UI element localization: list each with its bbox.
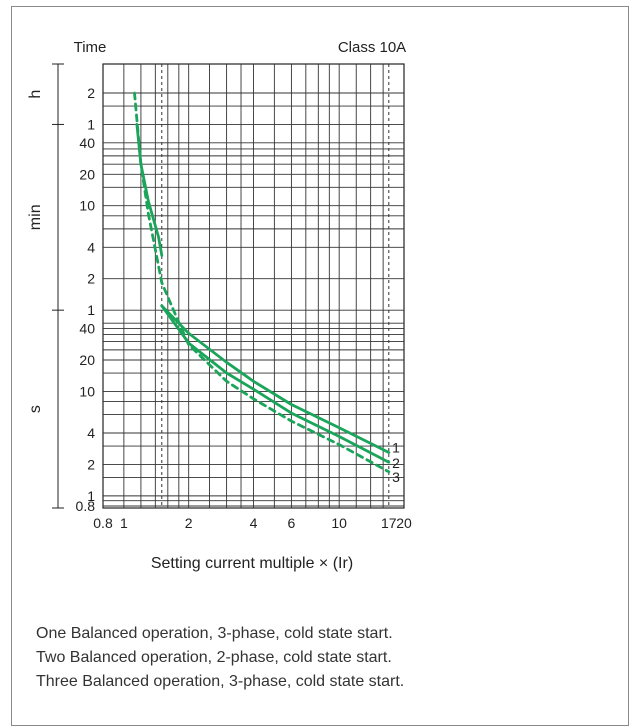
y-tick-label: 10 <box>79 383 95 399</box>
y-tick-label: 1 <box>87 116 95 132</box>
y-tick-label: 4 <box>87 239 95 255</box>
x-tick-label: 4 <box>250 515 258 531</box>
series-label-1: 1 <box>392 440 400 456</box>
y-tick-label: 1 <box>87 488 95 504</box>
series-line-2 <box>160 304 391 464</box>
y-tick-label: 20 <box>79 352 95 368</box>
y-tick-label: 10 <box>79 198 95 214</box>
notes: One Balanced operation, 3-phase, cold st… <box>36 622 616 694</box>
y-tick-label: 4 <box>87 425 95 441</box>
chart-frame <box>11 6 629 726</box>
y-tick-label: 2 <box>87 271 95 287</box>
x-tick-label: 0.8 <box>93 515 113 531</box>
x-axis-title: Setting current multiple × (Ir) <box>151 555 353 572</box>
y-tick-label: 1 <box>87 302 95 318</box>
y-tick-label: 0.8 <box>76 498 96 514</box>
note-1: One Balanced operation, 3-phase, cold st… <box>36 625 393 642</box>
x-tick-label: 10 <box>331 515 347 531</box>
x-tick-label: 1 <box>120 515 128 531</box>
y-axis-title: Time <box>74 39 107 56</box>
series-line-3 <box>133 91 391 474</box>
unit-label-s: s <box>27 405 44 413</box>
series-label-3: 3 <box>392 469 400 485</box>
note-3: Three Balanced operation, 3-phase, cold … <box>36 673 405 690</box>
series-label-2: 2 <box>392 455 400 471</box>
y-tick-label: 2 <box>87 85 95 101</box>
y-tick-label: 40 <box>79 321 95 337</box>
unit-label-h: h <box>27 90 44 99</box>
x-tick-label: 20 <box>396 515 412 531</box>
note-2: Two Balanced operation, 2-phase, cold st… <box>36 649 392 666</box>
x-tick-label: 2 <box>185 515 193 531</box>
y-tick-label: 40 <box>79 135 95 151</box>
y-tick-label: 2 <box>87 456 95 472</box>
unit-label-min: min <box>27 204 44 230</box>
y-tick-label: 20 <box>79 166 95 182</box>
x-tick-label: 17 <box>381 515 397 531</box>
x-tick-label: 6 <box>288 515 296 531</box>
chart-title: Class 10A <box>338 39 406 56</box>
series-line-1 <box>160 304 391 454</box>
